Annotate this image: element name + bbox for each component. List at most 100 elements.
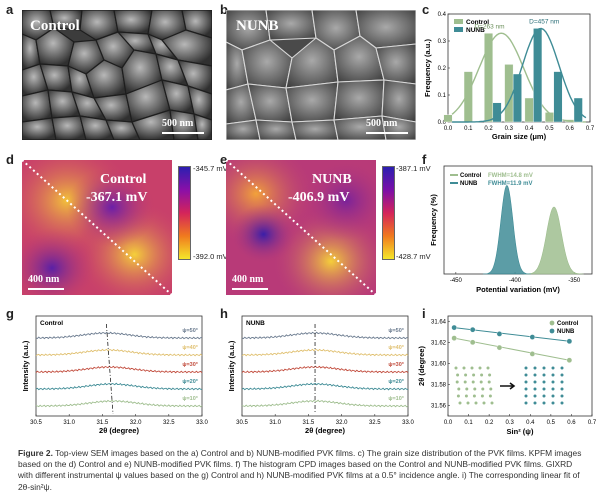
y-tick-label: 31.58 <box>431 382 447 388</box>
caption-label: Figure 2. <box>18 448 53 458</box>
scale-bar <box>162 132 204 134</box>
colorbar-control-min: -392.0 mV <box>193 252 228 261</box>
lattice-atom-nunb <box>551 373 555 377</box>
sem-image-control: Control 500 nm <box>22 10 212 140</box>
kpfm-image-control: Control -367.1 mV 400 nm <box>22 160 172 295</box>
x-tick-label: 0.0 <box>444 420 453 426</box>
data-point <box>469 326 476 333</box>
sem-image-nunb: NUNB 500 nm <box>226 10 416 140</box>
chart-h-gixrd-nunb: 30.5 31.0 31.5 32.0 32.5 33.0 2θ (degree) Inten… <box>227 315 414 435</box>
x-axis-label: 2θ (degree) <box>305 426 345 435</box>
lattice-atom-nunb <box>533 401 537 405</box>
panel-label-e: e <box>220 152 228 167</box>
x-tick-label: 0.2 <box>484 126 493 132</box>
kpfm-control-title: Control <box>100 172 147 187</box>
panel-label-d: d <box>6 152 14 167</box>
lattice-schematic <box>454 366 564 405</box>
bar <box>553 71 563 123</box>
lattice-atom-control <box>489 387 493 391</box>
data-point <box>566 338 573 345</box>
panel-label-c: c <box>422 2 430 17</box>
data-point <box>496 344 503 351</box>
lattice-atom-control <box>464 373 468 377</box>
legend-label: Control <box>460 173 482 179</box>
x-tick-label: 0.5 <box>547 420 556 426</box>
chart-g-gixrd-control: 30.5 31.0 31.5 32.0 32.5 33.0 2θ (degree) Inten… <box>21 315 208 435</box>
lattice-atom-nunb <box>560 366 564 370</box>
lattice-atom-nunb <box>542 387 546 391</box>
data-point <box>469 339 476 346</box>
x-tick-label: 0.6 <box>567 420 576 426</box>
xrd-trace <box>35 399 203 408</box>
sem-grain-texture <box>226 10 416 140</box>
lattice-atom-control <box>472 373 476 377</box>
y-tick-label: 31.64 <box>431 319 447 325</box>
kpfm-nunb-value: -406.9 mV <box>288 190 350 205</box>
panel-label-i: i <box>422 306 426 321</box>
x-tick-label: 32.5 <box>163 420 175 426</box>
peak-shift-line <box>105 323 114 415</box>
sem-grain-texture <box>22 10 212 140</box>
panel-label-f: f <box>422 152 427 167</box>
x-tick-label: 0.7 <box>586 126 595 132</box>
colorbar-nunb-min: -428.7 mV <box>396 252 431 261</box>
kpfm-control-value: -367.1 mV <box>86 190 148 205</box>
data-point <box>451 324 457 331</box>
lattice-atom-control <box>457 387 461 391</box>
lattice-atom-control <box>480 394 484 398</box>
chart-title: NUNB <box>246 320 265 327</box>
x-tick-label: 0.4 <box>526 420 535 426</box>
lattice-atom-nunb <box>533 394 537 398</box>
x-tick-label: 30.5 <box>30 420 42 426</box>
bar <box>443 114 453 123</box>
lattice-atom-control <box>482 401 486 405</box>
legend-label: NUNB <box>460 181 478 187</box>
xrd-trace <box>241 348 409 357</box>
lattice-atom-nunb <box>551 401 555 405</box>
lattice-atom-nunb <box>524 380 528 384</box>
annotation-nunb: D=457 nm <box>529 19 559 26</box>
lattice-atom-nunb <box>533 366 537 370</box>
fit-line <box>451 32 586 123</box>
fit-line <box>452 27 587 123</box>
lattice-atom-nunb <box>524 366 528 370</box>
scale-bar <box>366 132 408 134</box>
data-point <box>529 334 536 340</box>
lattice-atom-control <box>478 366 482 370</box>
scale-bar <box>28 288 64 290</box>
lattice-atom-nunb <box>560 394 564 398</box>
plot-frame <box>241 315 409 417</box>
lattice-atom-nunb <box>533 373 537 377</box>
panel-label-b: b <box>220 2 228 17</box>
lattice-atom-control <box>462 366 466 370</box>
x-tick-label: -450 <box>450 278 463 284</box>
data-point <box>529 351 536 357</box>
lattice-atom-nunb <box>524 394 528 398</box>
legend-swatch <box>454 27 463 32</box>
lattice-atom-nunb <box>542 401 546 405</box>
lattice-atom-nunb <box>533 380 537 384</box>
legend-label: Control <box>466 19 489 26</box>
x-tick-label: 31.5 <box>97 420 109 426</box>
xrd-trace <box>241 382 409 391</box>
lattice-atom-control <box>473 387 477 391</box>
lattice-atom-control <box>465 387 469 391</box>
arrow-icon <box>500 382 516 390</box>
x-tick-label: 31.0 <box>269 420 281 426</box>
lattice-atom-control <box>464 394 468 398</box>
bar <box>524 97 534 123</box>
x-tick-label: -350 <box>568 278 581 284</box>
panel-label-h: h <box>220 306 228 321</box>
annotation-control: D=263 nm <box>474 23 504 30</box>
lattice-atom-control <box>488 394 492 398</box>
lattice-atom-control <box>470 366 474 370</box>
xrd-trace <box>241 399 409 408</box>
lattice-atom-control <box>472 394 476 398</box>
lattice-atom-control <box>488 373 492 377</box>
psi-label: ψ=10° <box>388 396 404 402</box>
panel-label-g: g <box>6 306 14 321</box>
y-tick-label: 0.0 <box>438 120 447 126</box>
x-tick-label: 0.3 <box>506 420 515 426</box>
y-tick-label: 0.1 <box>438 93 447 99</box>
colorbar-control-max: -345.7 mV <box>193 164 228 173</box>
